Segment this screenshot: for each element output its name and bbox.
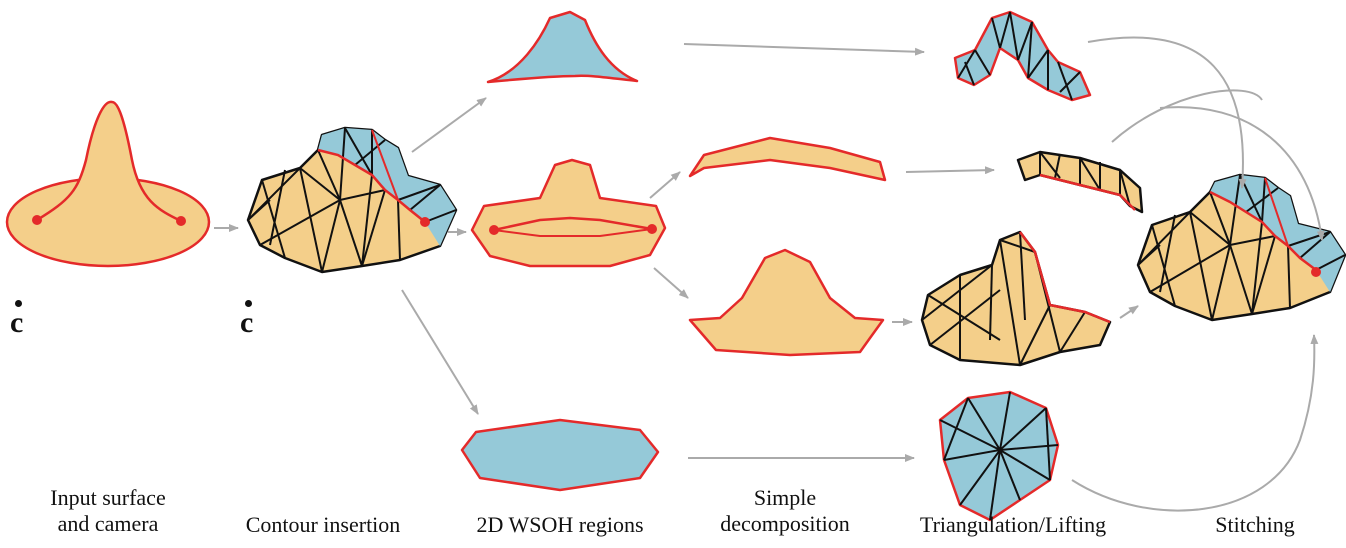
caption-input: Input surface and camera (50, 485, 166, 536)
wsoh-region-bottom (460, 418, 660, 492)
arrow-lifted-bottom-to-stitch (1119, 305, 1139, 319)
arrow-decomp-top-to-lifted (905, 166, 995, 175)
contour-endpoint-right (176, 216, 186, 226)
lifted-piece-middle (1016, 150, 1144, 214)
lifted-piece-hidden (938, 390, 1060, 522)
caption-triangulation: Triangulation/Lifting (919, 512, 1107, 537)
contour-endpoint-left (32, 215, 42, 225)
lifted-piece-top (953, 10, 1092, 102)
arrow-lifted-hidden-to-stitch (1071, 334, 1319, 512)
arrow-middle-to-decomp-bottom (653, 267, 689, 299)
caption-wsoh: 2D WSOH regions (476, 512, 644, 537)
arrow-contour-to-top (411, 97, 487, 153)
camera-label-2: c (240, 306, 254, 339)
wsoh-region-top (486, 10, 639, 84)
arrow-top-to-lifted (683, 43, 925, 56)
caption-contour: Contour insertion (245, 512, 401, 537)
caption-stitching: Stitching (1215, 512, 1295, 537)
wsoh-region-middle (470, 158, 667, 268)
input-surface (5, 100, 211, 268)
caption-decomp: Simple decomposition (720, 485, 850, 536)
camera-point-dot (15, 300, 22, 307)
stitched-mesh (1136, 173, 1346, 322)
camera-label: c (10, 306, 24, 339)
arrow-contour-to-bottom (401, 289, 479, 415)
lifted-piece-bottom (920, 230, 1112, 367)
arrow-lifted-middle-to-stitch-b (1159, 106, 1325, 241)
camera-point-dot-2 (245, 300, 252, 307)
arrow-middle-to-decomp-top (649, 171, 681, 199)
flow-arrows (214, 36, 1325, 512)
arrow-lifted-top-to-stitch (1087, 36, 1247, 189)
decomp-piece-bottom (688, 248, 885, 357)
contour-mesh (246, 126, 458, 274)
decomp-piece-top (688, 136, 887, 182)
arrow-lifted-middle-to-stitch-a (1111, 89, 1263, 143)
